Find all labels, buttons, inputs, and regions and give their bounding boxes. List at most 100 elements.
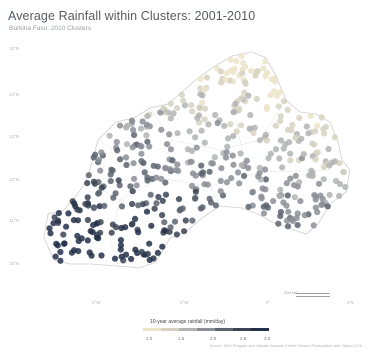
cluster-point (98, 252, 105, 259)
cluster-point (113, 138, 120, 146)
cluster-point (245, 203, 252, 210)
legend-swatch-3 (197, 328, 215, 331)
cluster-point (225, 135, 232, 142)
cluster-point (285, 208, 292, 215)
cluster-point (255, 173, 262, 180)
cluster-point (158, 126, 165, 133)
cluster-point (326, 191, 333, 198)
cluster-point (318, 114, 325, 121)
cluster-point (325, 145, 332, 153)
cluster-point (150, 162, 157, 169)
cluster-point (144, 138, 151, 145)
cluster-point (174, 161, 181, 168)
cluster-point (130, 160, 137, 167)
cluster-point (88, 252, 95, 259)
cluster-point (263, 103, 270, 110)
cluster-point (270, 198, 277, 205)
cluster-point (129, 144, 136, 151)
legend-swatch-4 (215, 328, 233, 331)
cluster-point (161, 227, 168, 234)
cluster-point (231, 108, 238, 115)
cluster-point (217, 188, 224, 195)
cluster-point (71, 247, 78, 254)
cluster-point (249, 188, 256, 195)
cluster-point (284, 217, 291, 224)
cluster-point (137, 125, 145, 132)
cluster-point (84, 237, 91, 244)
cluster-point (300, 151, 307, 158)
cluster-point (309, 169, 316, 176)
cluster-point (174, 105, 181, 112)
cluster-point (46, 225, 53, 232)
cluster-point (115, 177, 122, 184)
cluster-point (262, 73, 269, 80)
cluster-point (262, 176, 269, 183)
cluster-point (232, 100, 239, 107)
scale-bar (296, 293, 330, 297)
cluster-point (223, 179, 230, 186)
cluster-point (159, 243, 166, 250)
cluster-point (321, 130, 328, 137)
cluster-point (230, 133, 237, 140)
lat-label-14n: 14°N (9, 92, 20, 97)
scale-bar-label: 200 km (284, 290, 298, 295)
cluster-point (175, 196, 183, 203)
cluster-point (147, 191, 154, 198)
cluster-point (52, 253, 59, 260)
cluster-point (146, 240, 153, 247)
cluster-point (129, 200, 136, 208)
cluster-point (161, 219, 168, 226)
cluster-point (57, 257, 64, 264)
cluster-point (106, 132, 113, 139)
cluster-point (277, 117, 284, 125)
cluster-point (332, 177, 340, 185)
cluster-point (212, 202, 219, 209)
cluster-point (326, 162, 333, 169)
cluster-point (310, 222, 317, 229)
cluster-point (107, 171, 114, 178)
cluster-point (277, 186, 284, 193)
cluster-point (82, 200, 89, 208)
cluster-point (186, 128, 193, 135)
cluster-point (101, 202, 108, 209)
cluster-point (218, 79, 225, 86)
cluster-point (162, 179, 169, 186)
cluster-point (218, 165, 225, 172)
cluster-point (135, 202, 142, 209)
cluster-point (224, 143, 231, 150)
cluster-point (203, 74, 211, 81)
cluster-point (166, 131, 173, 138)
cluster-point (114, 147, 121, 154)
cluster-point (230, 161, 237, 168)
cluster-point (141, 169, 148, 176)
cluster-point (238, 95, 245, 102)
cluster-point (180, 97, 187, 104)
cluster-point (240, 59, 247, 66)
cluster-point (331, 158, 338, 165)
cluster-point (179, 205, 186, 212)
cluster-point (336, 192, 343, 199)
cluster-point (192, 172, 199, 179)
cluster-point (159, 197, 166, 204)
cluster-point (245, 164, 252, 172)
cluster-point (65, 210, 72, 217)
cluster-point (298, 135, 305, 142)
cluster-point (198, 170, 205, 177)
cluster-point (212, 111, 219, 119)
cluster-point (292, 172, 299, 179)
cluster-point (314, 209, 321, 216)
cluster-point (284, 126, 292, 133)
cluster-point (187, 158, 194, 165)
cluster-point (272, 122, 279, 129)
lon-label-2e: 2°E (347, 300, 355, 305)
cluster-point (228, 175, 235, 182)
cluster-point (130, 126, 137, 134)
cluster-point (297, 198, 304, 205)
cluster-point (97, 229, 104, 236)
cluster-point (296, 114, 303, 121)
cluster-point (87, 228, 94, 235)
cluster-point (236, 180, 243, 187)
cluster-point (92, 151, 99, 158)
cluster-point (90, 204, 97, 212)
cluster-point (98, 184, 105, 191)
